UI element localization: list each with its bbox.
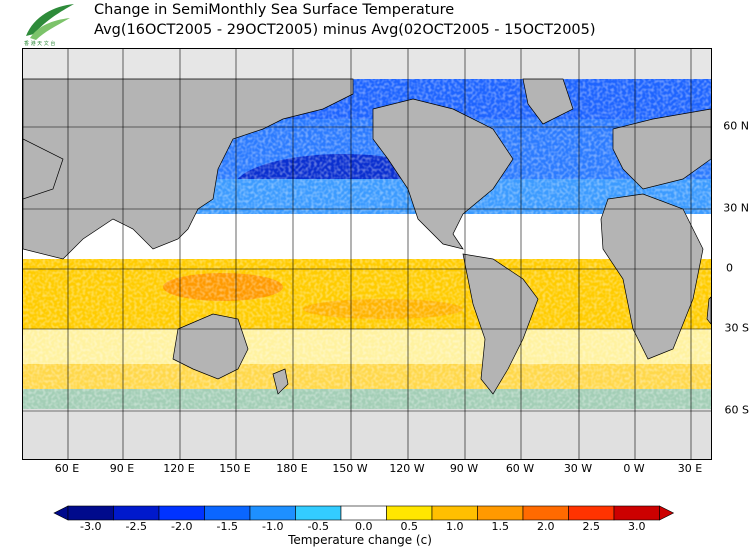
- map-canvas: [23, 49, 711, 459]
- colorbar-label: -2.5: [125, 520, 147, 533]
- colorbar-cell: [113, 505, 160, 521]
- observatory-logo-icon: 香 港 天 文 台: [24, 4, 74, 46]
- lon-tick: 30 E: [677, 462, 703, 475]
- lat-tick: 30 N: [723, 201, 749, 215]
- colorbar-cell: [613, 505, 660, 521]
- australia-land: [172, 313, 249, 380]
- south-america-land: [462, 253, 539, 395]
- colorbar-cell: [477, 505, 524, 521]
- arctic-ice: [23, 49, 711, 79]
- colorbar-label: -2.0: [171, 520, 193, 533]
- colorbar-cell: [522, 505, 569, 521]
- colorbar-arrow-high: [659, 505, 675, 521]
- colorbar-label: -1.5: [216, 520, 238, 533]
- lon-tick: 0 W: [623, 462, 645, 475]
- colorbar-cell: [158, 505, 205, 521]
- lon-tick: 90 W: [449, 462, 479, 475]
- new-zealand-land: [272, 368, 289, 395]
- colorbar-label: 1.5: [491, 520, 510, 533]
- lon-tick: 150 W: [332, 462, 368, 475]
- colorbar: [53, 505, 675, 521]
- colorbar-cell: [249, 505, 296, 521]
- colorbar-label: 2.5: [582, 520, 601, 533]
- colorbar-label: -1.0: [262, 520, 284, 533]
- chart-title: Change in SemiMonthly Sea Surface Temper…: [94, 2, 455, 18]
- lat-tick: 0: [726, 261, 733, 275]
- lon-tick: 30 W: [563, 462, 593, 475]
- madagascar-land: [706, 296, 711, 325]
- antarctic-ice: [23, 409, 711, 459]
- colorbar-label: 3.0: [628, 520, 646, 533]
- colorbar-cells: [53, 505, 675, 521]
- colorbar-label: -0.5: [307, 520, 329, 533]
- colorbar-cell: [67, 505, 114, 521]
- colorbar-label: -3.0: [80, 520, 102, 533]
- colorbar-arrow-low: [53, 505, 69, 521]
- lon-tick: 150 E: [219, 462, 251, 475]
- colorbar-cell: [204, 505, 251, 521]
- colorbar-label: 0.5: [400, 520, 419, 533]
- colorbar-cell: [386, 505, 433, 521]
- central-asia-land: [23, 138, 64, 200]
- colorbar-label: 1.0: [446, 520, 464, 533]
- colorbar-title: Temperature change (c): [288, 533, 432, 547]
- lat-tick: 60 S: [724, 403, 749, 417]
- chart-subtitle: Avg(16OCT2005 - 29OCT2005) minus Avg(02O…: [94, 22, 596, 38]
- colorbar-label: 2.0: [537, 520, 555, 533]
- colorbar-cell: [340, 505, 387, 521]
- colorbar-label: 0.0: [355, 520, 373, 533]
- land-masses: [23, 78, 711, 395]
- lon-tick: 60 W: [505, 462, 535, 475]
- lat-tick: 30 S: [724, 321, 749, 335]
- lon-tick: 180 E: [276, 462, 308, 475]
- sst-change-map: [22, 48, 712, 460]
- colorbar-cell: [431, 505, 478, 521]
- africa-land: [600, 193, 704, 360]
- lon-tick: 90 E: [109, 462, 135, 475]
- svg-text:香 港 天 文 台: 香 港 天 文 台: [24, 40, 55, 46]
- colorbar-cell: [568, 505, 615, 521]
- colorbar-cell: [295, 505, 342, 521]
- lon-tick: 120 W: [389, 462, 425, 475]
- lon-tick: 120 E: [163, 462, 195, 475]
- greenland-land: [522, 78, 574, 125]
- lon-tick: 60 E: [54, 462, 80, 475]
- map-grid: [23, 49, 711, 459]
- europe-land: [612, 108, 711, 190]
- lat-tick: 60 N: [723, 119, 749, 133]
